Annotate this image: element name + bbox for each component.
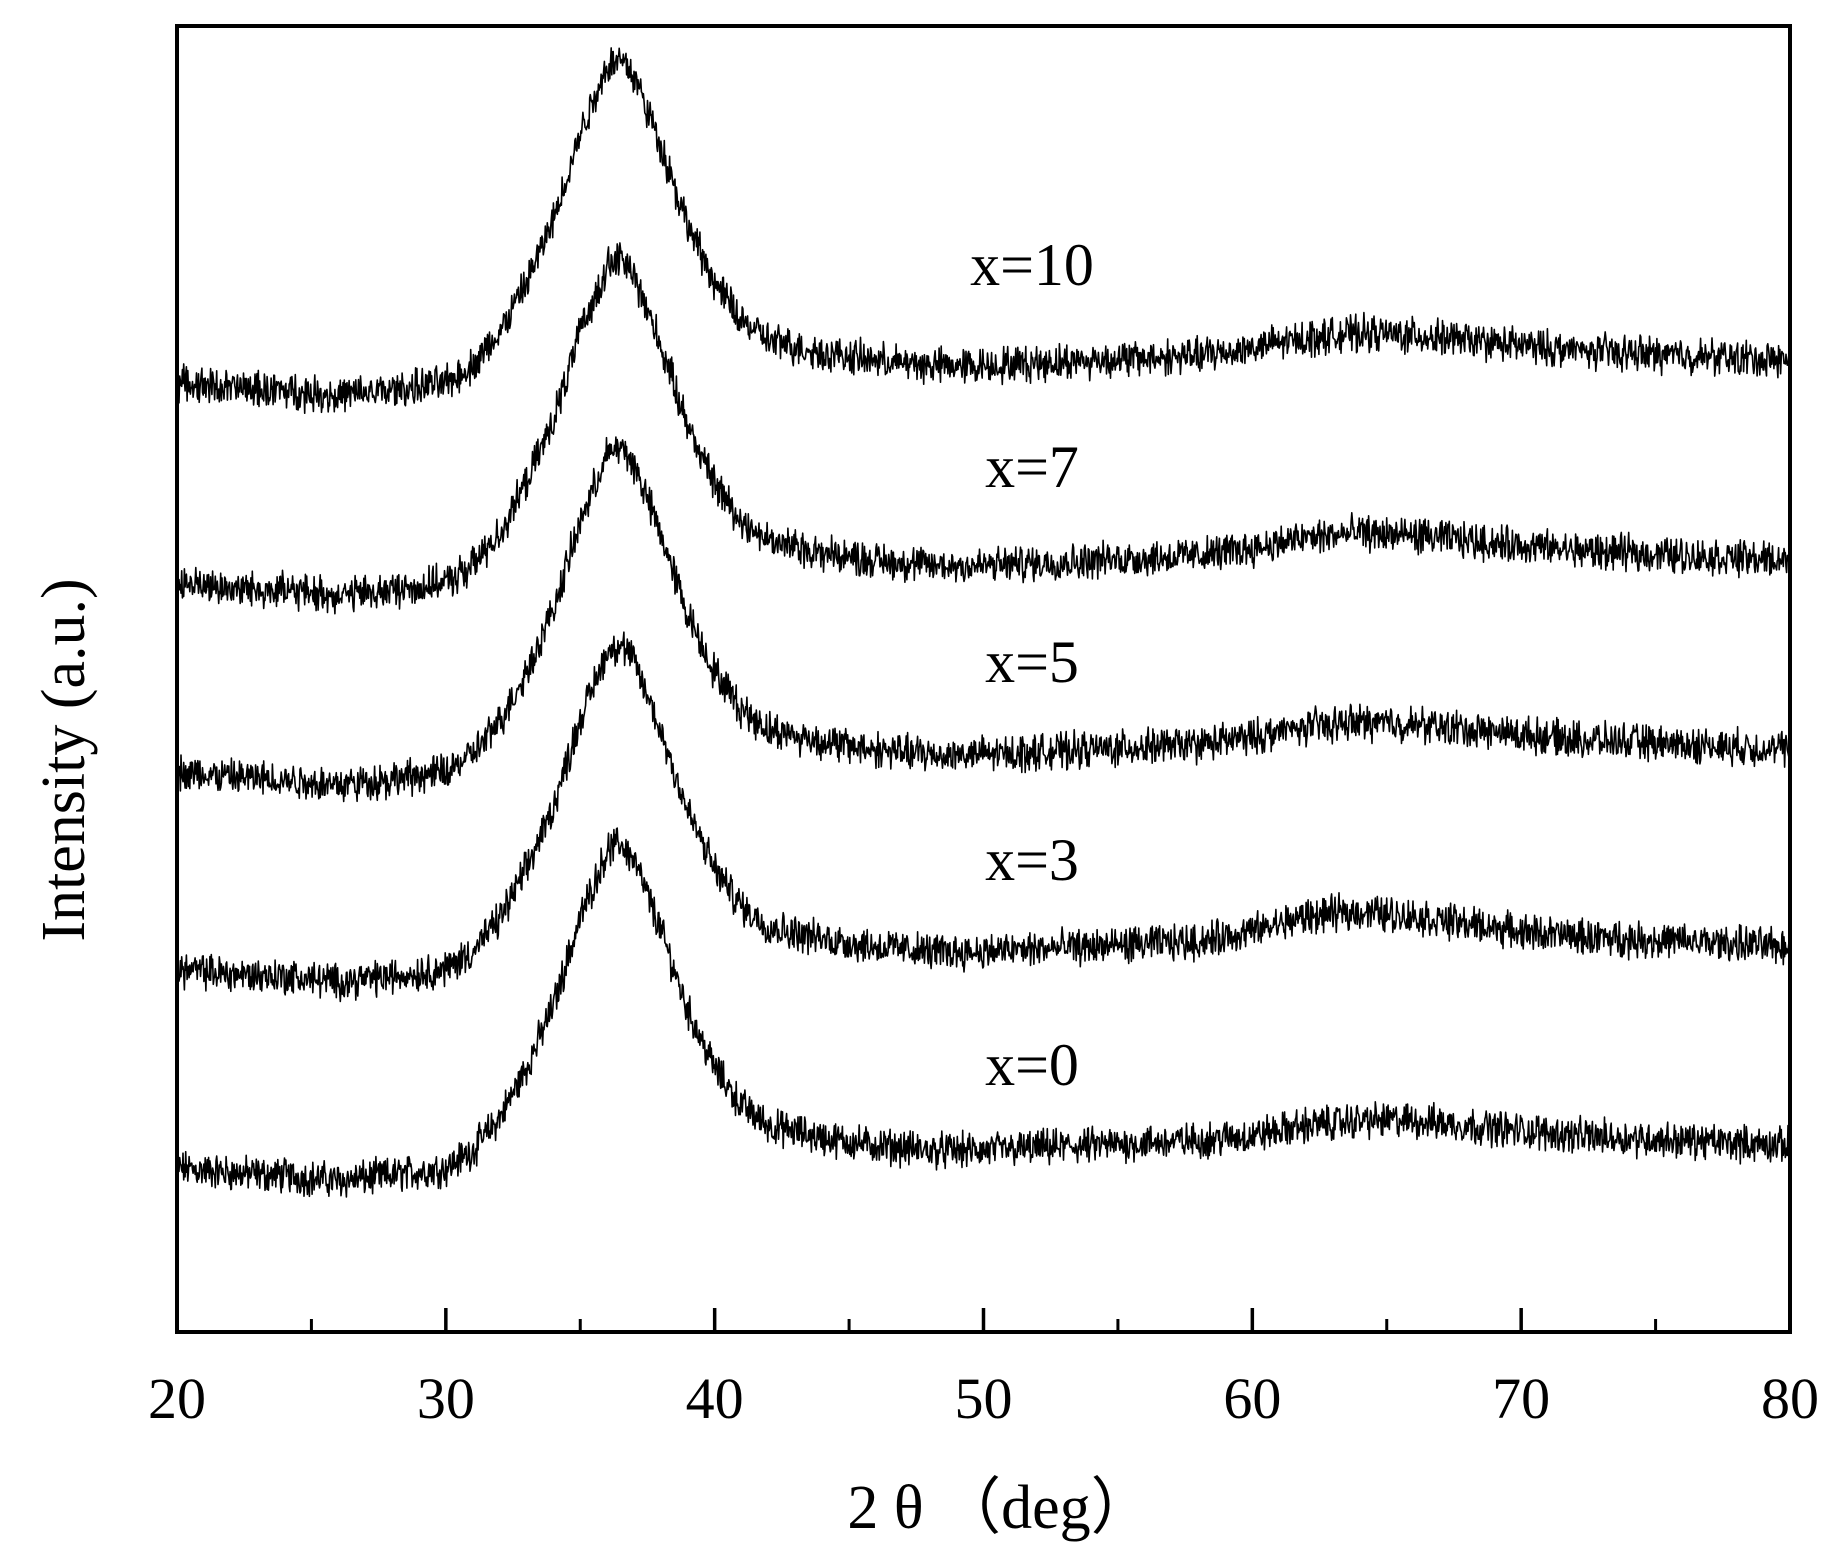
x-tick-label-80: 80	[1761, 1366, 1819, 1431]
series-line-x-7	[176, 242, 1791, 615]
x-tick-label-20: 20	[148, 1366, 206, 1431]
series-labels: x=0 x=3 x=5 x=7 x=10	[970, 232, 1094, 1098]
series-line-x-5	[176, 436, 1791, 803]
series-label-x-7: x=7	[985, 434, 1079, 500]
x-tick-label-70: 70	[1492, 1366, 1550, 1431]
x-tick-label-50: 50	[955, 1366, 1013, 1431]
x-axis-title: 2 θ （deg）	[847, 1474, 1152, 1542]
x-tick-label-60: 60	[1223, 1366, 1281, 1431]
x-tick-label-30: 30	[417, 1366, 475, 1431]
series-line-x-3	[176, 631, 1791, 1003]
series-curves	[176, 47, 1791, 1198]
y-axis-title: Intensity (a.u.)	[30, 578, 98, 941]
series-line-x-10	[176, 47, 1791, 414]
x-axis-ticks	[309, 1308, 1658, 1332]
series-line-x-0	[176, 827, 1791, 1198]
series-label-x-5: x=5	[985, 629, 1079, 695]
series-label-x-0: x=0	[985, 1032, 1079, 1098]
series-label-x-10: x=10	[970, 232, 1094, 298]
x-tick-labels: 20 30 40 50 60 70 80	[148, 1366, 1819, 1431]
series-label-x-3: x=3	[985, 827, 1079, 893]
x-tick-label-40: 40	[686, 1366, 744, 1431]
